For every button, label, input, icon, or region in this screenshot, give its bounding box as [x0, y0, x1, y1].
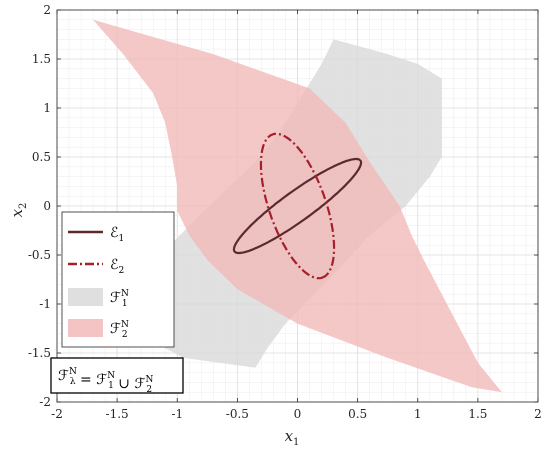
x-tick-label: -1 — [171, 407, 183, 421]
ellipses — [232, 132, 363, 280]
x-tick-label: -2 — [51, 407, 63, 421]
x-tick-labels: -2 -1.5 -1 -0.5 0 0.5 1 1.5 2 — [51, 407, 542, 421]
y-tick-label: -1.5 — [28, 346, 51, 360]
legend-label-F1N: ℱN 1 — [110, 289, 129, 309]
legend: ℰ1 ℰ2 ℱN 1 ℱN 2 — [61, 211, 175, 348]
annotation-box — [50, 357, 184, 394]
legend-items: ℰ1 ℰ2 ℱN 1 ℱN 2 — [68, 225, 129, 340]
y-tick-label: -1 — [39, 297, 51, 311]
annotation-formula: ℱN λ = ℱN 1 ∪ ℱN 2 — [58, 367, 154, 395]
tick-marks — [56, 9, 539, 403]
legend-label-E1: ℰ1 — [110, 225, 124, 244]
ellipse-E1 — [232, 157, 363, 255]
union-annotation: ℱN λ = ℱN 1 ∪ ℱN 2 — [50, 357, 184, 395]
x-tick-label: -0.5 — [226, 407, 249, 421]
x-tick-label: -1.5 — [106, 407, 129, 421]
y-tick-label: 0 — [43, 199, 51, 213]
y-axis-label: x2 — [8, 203, 29, 218]
y-tick-label: -0.5 — [28, 248, 51, 262]
y-tick-label: 0.5 — [32, 150, 51, 164]
regions — [93, 19, 502, 393]
ellipse-E2 — [259, 132, 336, 280]
x-tick-label: 1 — [414, 407, 422, 421]
y-tick-label: 1.5 — [32, 52, 51, 66]
x-tick-label: 0.5 — [348, 407, 367, 421]
legend-label-E2: ℰ2 — [110, 257, 124, 276]
y-tick-label: -2 — [39, 395, 51, 409]
x-axis-label: x1 — [285, 427, 300, 448]
y-tick-label: 1 — [43, 101, 51, 115]
legend-swatch-F1N — [68, 288, 103, 306]
x-tick-label: 0 — [294, 407, 302, 421]
y-tick-label: 2 — [43, 3, 51, 17]
y-tick-labels: -2 -1.5 -1 -0.5 0 0.5 1 1.5 2 — [28, 3, 51, 409]
x-tick-label: 1.5 — [468, 407, 487, 421]
region-F2N — [93, 19, 502, 393]
legend-label-F2N: ℱN 2 — [110, 320, 129, 340]
x-tick-label: 2 — [534, 407, 542, 421]
legend-swatch-F2N — [68, 319, 103, 337]
